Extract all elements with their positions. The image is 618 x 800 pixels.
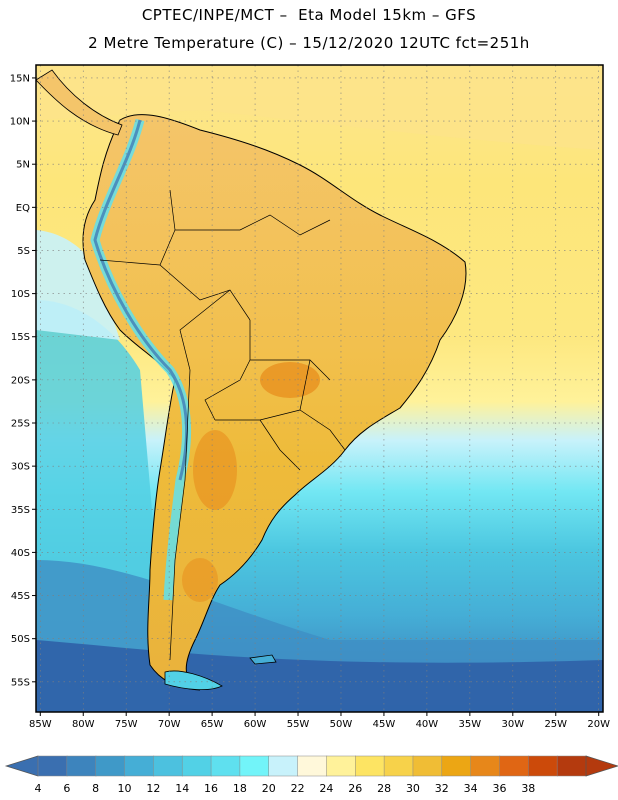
colorbar-label: 8 [92, 782, 99, 795]
map-title-line2: 2 Metre Temperature (C) – 15/12/2020 12U… [88, 34, 530, 52]
colorbar-label: 16 [204, 782, 218, 795]
lat-label: EQ [16, 203, 30, 214]
colorbar-swatch [153, 755, 183, 777]
lat-label: 20S [11, 375, 30, 386]
longitude-axis: 85W 80W 75W 70W 65W 60W 55W 50W 45W 40W 35W 30W 25W 2… [29, 712, 610, 730]
colorbar-label: 6 [63, 782, 70, 795]
colorbar-label: 20 [262, 782, 276, 795]
colorbar-label: 14 [175, 782, 189, 795]
lat-label: 10S [11, 289, 30, 300]
tierra-del-fuego [164, 670, 223, 690]
colorbar-label: 38 [521, 782, 535, 795]
lat-label: 55S [11, 677, 30, 688]
colorbar-swatch [412, 755, 443, 777]
colorbar-label: 10 [118, 782, 132, 795]
lon-label: 85W [29, 719, 52, 730]
colorbar-swatch [297, 755, 328, 777]
colorbar-arrow-right [585, 755, 618, 777]
colorbar-swatch [124, 755, 155, 777]
continent-south-america [82, 114, 467, 691]
lon-label: 35W [459, 719, 482, 730]
lon-label: 20W [587, 719, 610, 730]
lat-label: 15S [11, 332, 30, 343]
colorbar-swatch [326, 755, 357, 777]
colorbar-label: 24 [319, 782, 333, 795]
falkland-islands [249, 654, 277, 665]
colorbar-swatch [239, 755, 270, 777]
lon-label: 40W [416, 719, 439, 730]
lat-label: 15N [10, 73, 30, 84]
colorbar-swatch [37, 755, 68, 777]
country-borders [99, 189, 346, 661]
lon-label: 30W [501, 719, 524, 730]
lon-label: 25W [544, 719, 567, 730]
colorbar-label: 34 [464, 782, 478, 795]
colorbar-label: 30 [406, 782, 420, 795]
lon-label: 65W [201, 719, 224, 730]
colorbar-arrow-left [4, 755, 39, 777]
lat-label: 30S [11, 462, 30, 473]
colorbar-swatch [181, 755, 212, 777]
lon-label: 50W [330, 719, 353, 730]
colorbar-swatch [95, 755, 126, 777]
colorbar-swatch [528, 755, 558, 777]
lon-label: 60W [244, 719, 267, 730]
colorbar-swatch [210, 755, 241, 777]
lat-label: 25S [11, 419, 30, 430]
lon-label: 70W [158, 719, 181, 730]
map-title-line1: CPTEC/INPE/MCT – Eta Model 15km – GFS [141, 6, 477, 24]
map-frame [35, 64, 604, 713]
colorbar-swatch [499, 755, 530, 777]
lon-label: 75W [115, 719, 138, 730]
colorbar-label: 26 [348, 782, 362, 795]
lat-label: 35S [11, 505, 30, 516]
colorbar-swatch [441, 755, 472, 777]
lon-label: 80W [72, 719, 95, 730]
colorbar-label: 28 [377, 782, 391, 795]
colorbar-swatch [556, 755, 587, 777]
lat-label: 50S [11, 634, 30, 645]
lon-label: 45W [373, 719, 396, 730]
colorbar-swatch [383, 755, 414, 777]
colorbar-label: 18 [233, 782, 247, 795]
central-america [36, 69, 123, 136]
colorbar-swatch [355, 755, 385, 777]
lat-label: 45S [11, 591, 30, 602]
colorbar: 4 6 8 10 12 14 16 18 20 22 24 26 28 30 32 34 36 38 [4, 755, 618, 795]
lat-label: 10N [10, 117, 30, 128]
colorbar-label: 4 [35, 782, 42, 795]
lat-label: 40S [11, 548, 30, 559]
colorbar-label: 36 [492, 782, 506, 795]
colorbar-label: 12 [146, 782, 160, 795]
colorbar-swatch [268, 755, 299, 777]
latitude-axis: 15N 10N 5N EQ 5S 10S 15S 20S 25S 30S 35S 40S 45S 50S 5… [10, 73, 36, 688]
colorbar-swatch [470, 755, 501, 777]
colorbar-swatch [66, 755, 97, 777]
colorbar-label: 32 [435, 782, 449, 795]
lat-label: 5N [16, 160, 30, 171]
graticule [36, 65, 603, 712]
lat-label: 5S [17, 246, 30, 257]
lon-label: 55W [287, 719, 310, 730]
colorbar-label: 22 [291, 782, 305, 795]
